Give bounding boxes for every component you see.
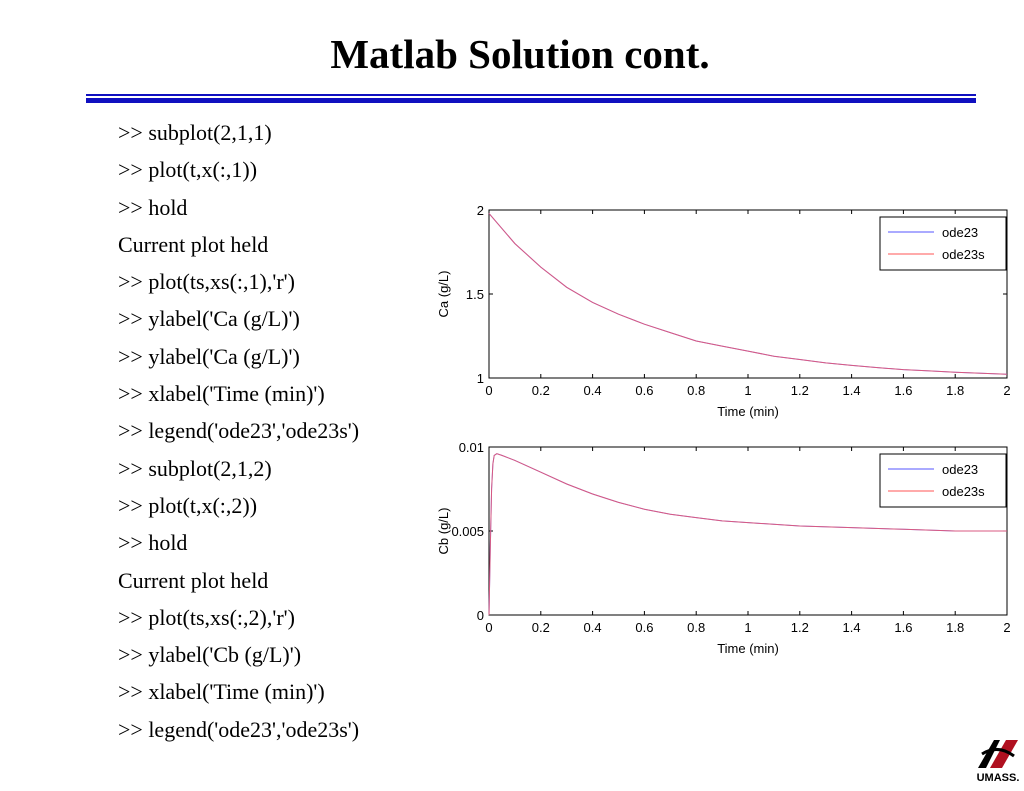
title-rule-thin xyxy=(86,94,976,96)
legend-label: ode23 xyxy=(942,462,978,477)
code-line: >> ylabel('Ca (g/L)') xyxy=(118,306,300,332)
x-tick-label: 1.6 xyxy=(894,620,912,635)
x-tick-label: 2 xyxy=(1003,383,1010,398)
x-axis-label: Time (min) xyxy=(717,404,779,419)
code-line: >> subplot(2,1,2) xyxy=(118,455,272,481)
x-tick-label: 0.4 xyxy=(584,383,602,398)
x-tick-label: 0.6 xyxy=(635,620,653,635)
code-line: Current plot held xyxy=(118,231,269,257)
x-tick-label: 1.2 xyxy=(791,620,809,635)
legend-box xyxy=(879,453,1007,508)
code-line: Current plot held xyxy=(118,567,269,593)
matlab-code-list: >> subplot(2,1,1) >> plot(t,x(:,1)) >> h… xyxy=(118,114,359,748)
code-line: >> plot(t,x(:,1)) xyxy=(118,157,258,183)
plot-axes-box xyxy=(488,446,1008,616)
code-line: >> xlabel('Time (min)') xyxy=(118,381,325,407)
y-tick-label: 0.01 xyxy=(459,440,484,455)
x-tick-label: 1.8 xyxy=(946,383,964,398)
x-tick-label: 0 xyxy=(485,620,492,635)
series-line-ode23s xyxy=(488,213,1008,375)
series-line-ode23 xyxy=(488,453,1007,616)
code-line: >> ylabel('Cb (g/L)') xyxy=(118,642,302,668)
x-tick-label: 0 xyxy=(485,383,492,398)
x-axis-label: Time (min) xyxy=(717,641,779,656)
x-tick-label: 0.8 xyxy=(687,620,705,635)
series-line-ode23 xyxy=(488,213,1008,375)
legend-label: ode23 xyxy=(942,225,978,240)
y-tick-label: 1.5 xyxy=(466,287,484,302)
x-tick-label: 0.4 xyxy=(584,620,602,635)
legend-box xyxy=(879,216,1007,271)
x-tick-label: 1.6 xyxy=(894,383,912,398)
umass-logo-text: UMASS. xyxy=(976,772,1020,784)
series-line-ode23s xyxy=(488,453,1007,616)
x-tick-label: 0.8 xyxy=(687,383,705,398)
title-rule-thick xyxy=(86,98,976,103)
y-tick-label: 1 xyxy=(477,371,484,386)
plot-axes-box xyxy=(488,209,1008,379)
code-line: >> plot(t,x(:,2)) xyxy=(118,492,258,518)
y-axis-label: Ca (g/L) xyxy=(436,271,451,318)
code-line: >> plot(ts,xs(:,2),'r') xyxy=(118,604,295,630)
legend-label: ode23s xyxy=(942,247,985,262)
code-line: >> plot(ts,xs(:,1),'r') xyxy=(118,269,295,295)
y-tick-label: 0.005 xyxy=(451,524,484,539)
y-axis-label: Cb (g/L) xyxy=(436,508,451,555)
x-tick-label: 1 xyxy=(744,620,751,635)
x-tick-label: 0.6 xyxy=(635,383,653,398)
code-line: >> hold xyxy=(118,530,188,556)
x-tick-label: 1.4 xyxy=(843,383,861,398)
code-line: >> ylabel('Ca (g/L)') xyxy=(118,343,300,369)
x-tick-label: 0.2 xyxy=(532,620,550,635)
code-line: >> hold xyxy=(118,194,188,220)
code-line: >> xlabel('Time (min)') xyxy=(118,679,325,705)
x-tick-label: 1.4 xyxy=(843,620,861,635)
x-tick-label: 1.8 xyxy=(946,620,964,635)
y-tick-label: 2 xyxy=(477,203,484,218)
x-tick-label: 2 xyxy=(1003,620,1010,635)
x-tick-label: 1.2 xyxy=(791,383,809,398)
umass-logo-icon xyxy=(974,734,1022,772)
code-line: >> subplot(2,1,1) xyxy=(118,120,272,145)
x-tick-label: 0.2 xyxy=(532,383,550,398)
code-line: >> legend('ode23','ode23s') xyxy=(118,418,360,444)
code-line: >> legend('ode23','ode23s') xyxy=(118,716,360,742)
slide-title: Matlab Solution cont. xyxy=(330,31,710,77)
legend-label: ode23s xyxy=(942,484,985,499)
x-tick-label: 1 xyxy=(744,383,751,398)
y-tick-label: 0 xyxy=(477,608,484,623)
